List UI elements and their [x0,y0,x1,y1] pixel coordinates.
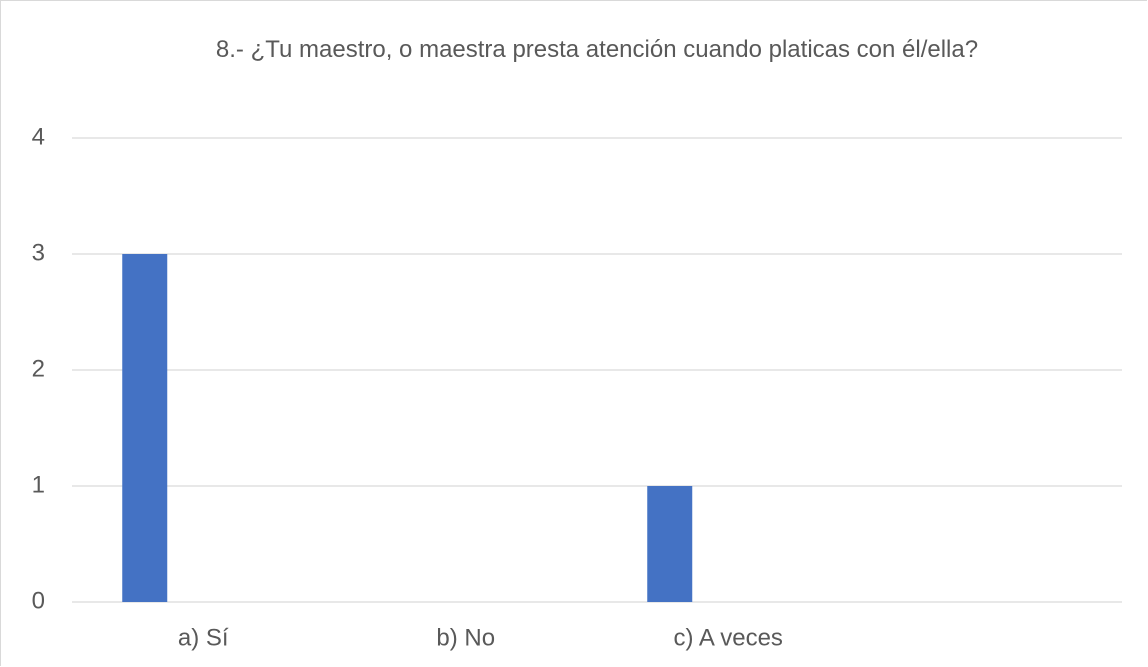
y-tick-label: 1 [32,471,45,498]
x-tick-label: b) No [436,624,495,651]
y-tick-label: 3 [32,239,45,266]
x-tick-label: c) A veces [674,624,783,651]
x-tick-label: a) Sí [178,624,229,651]
y-tick-label: 4 [32,123,45,150]
y-tick-label: 0 [32,587,45,614]
bar [647,486,693,602]
bar [122,254,168,602]
chart-title: 8.- ¿Tu maestro, o maestra presta atenci… [215,36,979,63]
y-tick-label: 2 [32,355,45,382]
